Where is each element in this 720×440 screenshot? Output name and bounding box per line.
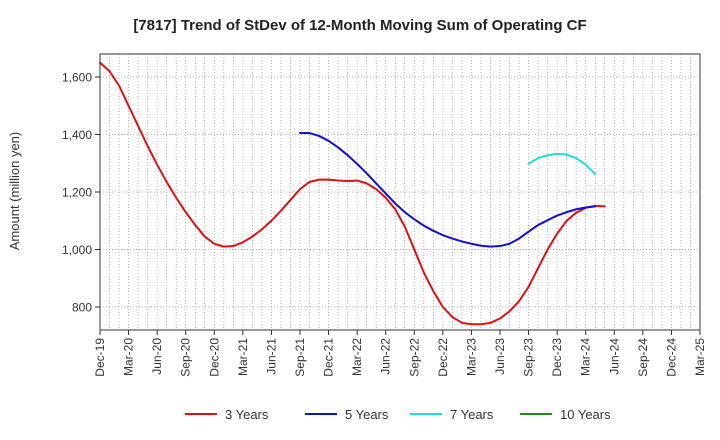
- grid: [100, 54, 700, 330]
- x-tick-label: Sep-22: [407, 338, 421, 377]
- y-axis-ticks: 800 1,000 1,200 1,400 1,600: [62, 71, 100, 315]
- x-tick-label: Jun-24: [607, 338, 621, 375]
- x-tick-label: Sep-24: [636, 338, 650, 377]
- y-tick-label: 1,200: [62, 186, 92, 200]
- x-tick-label: Jun-20: [150, 338, 164, 375]
- x-tick-label: Mar-20: [122, 338, 136, 376]
- x-tick-label: Sep-23: [522, 338, 536, 377]
- legend: 3 Years 5 Years 7 Years 10 Years: [185, 407, 611, 422]
- x-tick-label: Jun-23: [493, 338, 507, 375]
- x-tick-label: Mar-22: [350, 338, 364, 376]
- x-tick-label: Mar-24: [579, 338, 593, 376]
- x-tick-label: Sep-21: [293, 338, 307, 377]
- x-tick-label: Mar-25: [693, 338, 707, 376]
- x-tick-label: Dec-21: [322, 338, 336, 377]
- y-tick-label: 1,400: [62, 128, 92, 142]
- x-tick-label: Jun-22: [379, 338, 393, 375]
- legend-label-3-years: 3 Years: [225, 407, 269, 422]
- x-tick-label: Dec-19: [93, 338, 107, 377]
- y-axis-label: Amount (million yen): [7, 132, 22, 251]
- legend-label-5-years: 5 Years: [345, 407, 389, 422]
- x-axis-ticks: Dec-19 Mar-20 Jun-20 Sep-20 Dec-20 Mar-21 Jun-…: [93, 330, 707, 377]
- series-line-5-years: [299, 132, 597, 248]
- x-tick-label: Dec-22: [436, 338, 450, 377]
- series-line-7-years: [527, 152, 597, 176]
- x-tick-label: Jun-21: [264, 338, 278, 375]
- x-tick-label: Mar-21: [236, 338, 250, 376]
- x-tick-label: Dec-24: [664, 338, 678, 377]
- x-tick-label: Dec-23: [550, 338, 564, 377]
- series-line-3-years: [99, 61, 606, 326]
- y-tick-label: 1,000: [62, 243, 92, 257]
- x-tick-label: Mar-23: [464, 338, 478, 376]
- series-lines: [99, 61, 606, 326]
- legend-label-7-years: 7 Years: [450, 407, 494, 422]
- x-tick-label: Sep-20: [179, 338, 193, 377]
- chart-title: [7817] Trend of StDev of 12-Month Moving…: [133, 17, 586, 34]
- legend-label-10-years: 10 Years: [560, 407, 611, 422]
- x-tick-label: Dec-20: [207, 338, 221, 377]
- y-tick-label: 1,600: [62, 71, 92, 85]
- y-tick-label: 800: [72, 301, 92, 315]
